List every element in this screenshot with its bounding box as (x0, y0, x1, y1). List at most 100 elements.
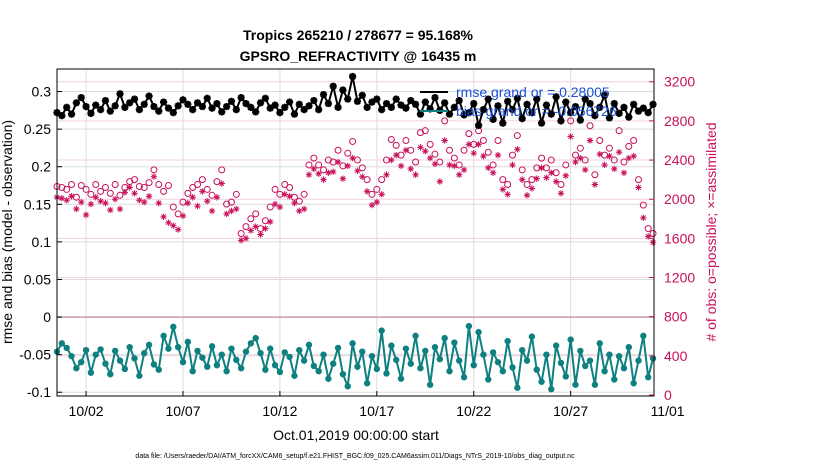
bias-point (591, 381, 599, 388)
bias-point (417, 364, 424, 372)
rmse-point (402, 104, 410, 112)
obs-assimilated-point (184, 199, 192, 207)
bias-point (87, 369, 95, 376)
obs-possible-point (82, 185, 90, 193)
obs-assimilated-point (504, 191, 511, 198)
bias-point (339, 371, 347, 378)
obs-possible-point (509, 151, 517, 159)
rmse-point (586, 99, 594, 108)
obs-assimilated-point (644, 233, 652, 240)
chart-subtitle: GPSRO_REFRACTIVITY @ 16435 m (240, 48, 477, 64)
y-tick-label: 0.3 (32, 84, 52, 100)
bias-point (596, 340, 603, 347)
obs-assimilated-point (611, 165, 618, 173)
obs-possible-point (145, 179, 153, 187)
obs-assimilated-point (446, 161, 453, 169)
obs-assimilated-point (596, 150, 603, 158)
bias-point (455, 357, 463, 364)
bias-point (586, 357, 594, 364)
bias-point (572, 381, 579, 388)
bias-point (412, 332, 419, 340)
y2-tick-label: 400 (664, 348, 688, 364)
obs-possible-point (358, 164, 366, 172)
bias-point (325, 375, 332, 382)
bias-point (58, 340, 66, 347)
bias-point (63, 344, 70, 352)
rmse-point (562, 98, 570, 106)
rmse-point (455, 96, 463, 105)
obs-possible-point (538, 154, 546, 162)
bias-point (218, 351, 225, 358)
bias-point (373, 365, 381, 373)
rmse-point (407, 96, 415, 105)
rmse-point (242, 99, 250, 108)
bias-point (184, 338, 192, 346)
bias-point (557, 359, 565, 367)
rmse-point (169, 109, 177, 117)
obs-possible-point (300, 190, 308, 198)
rmse-point (63, 103, 71, 111)
rmse-point (87, 109, 95, 117)
obs-assimilated-point (189, 194, 196, 201)
obs-assimilated-point (431, 160, 439, 168)
rmse-point (513, 94, 521, 102)
obs-assimilated-point (213, 194, 221, 201)
obs-possible-point (441, 117, 449, 125)
rmse-point (290, 110, 299, 118)
obs-assimilated-point (528, 185, 536, 192)
obs-assimilated-point (441, 137, 448, 144)
bias-point (208, 343, 216, 350)
obs-assimilated-point (562, 172, 570, 179)
bias-point (552, 342, 560, 349)
bias-point (494, 358, 502, 366)
obs-assimilated-point (141, 198, 148, 206)
obs-assimilated-point (237, 237, 245, 244)
obs-possible-point (368, 190, 376, 198)
rmse-point (537, 119, 546, 127)
rmse-point (634, 107, 643, 115)
rmse-point (319, 90, 328, 99)
rmse-point (508, 105, 517, 114)
obs-assimilated-point (407, 165, 414, 173)
obs-assimilated-point (417, 144, 424, 151)
obs-possible-point (455, 161, 463, 169)
obs-possible-point (387, 135, 395, 143)
obs-assimilated-point (393, 151, 400, 159)
obs-assimilated-point (586, 137, 594, 144)
rmse-point (523, 100, 531, 108)
rmse-point (581, 95, 589, 103)
obs-possible-point (450, 154, 458, 162)
obs-assimilated-point (194, 202, 201, 210)
obs-possible-point (630, 136, 638, 144)
rmse-point (227, 97, 236, 105)
obs-possible-point (402, 136, 410, 144)
footer-data-file: data file: /Users/raeder/DAI/ATM_forcXX/… (135, 453, 575, 460)
rmse-point (121, 103, 129, 111)
obs-assimilated-point (82, 211, 90, 219)
obs-possible-point (518, 166, 526, 174)
rmse-point (441, 99, 449, 107)
bias-point (150, 361, 158, 368)
y2-tick-label: 0 (664, 387, 672, 403)
rmse-point (218, 108, 226, 116)
bias-point (460, 374, 468, 381)
obs-assimilated-point (601, 161, 608, 169)
obs-assimilated-point (170, 222, 177, 229)
rmse-point (189, 105, 197, 114)
obs-assimilated-point (160, 213, 167, 221)
obs-possible-point (639, 201, 647, 209)
obs-possible-point (320, 166, 328, 174)
obs-assimilated-point (199, 188, 206, 195)
obs-possible-point (310, 154, 318, 162)
legend: rmse grand or = 0.28005 bias grand or = … (420, 84, 617, 119)
rmse-point (445, 110, 454, 118)
obs-assimilated-point (267, 218, 274, 225)
obs-possible-point (63, 185, 71, 193)
obs-assimilated-point (383, 171, 390, 178)
rmse-point (557, 117, 565, 125)
bias-point (145, 341, 153, 349)
plot-series (53, 72, 657, 393)
bias-point (562, 373, 570, 380)
rmse-point (101, 96, 110, 105)
legend-label-bias: bias grand or = -0.056726 (456, 103, 617, 119)
